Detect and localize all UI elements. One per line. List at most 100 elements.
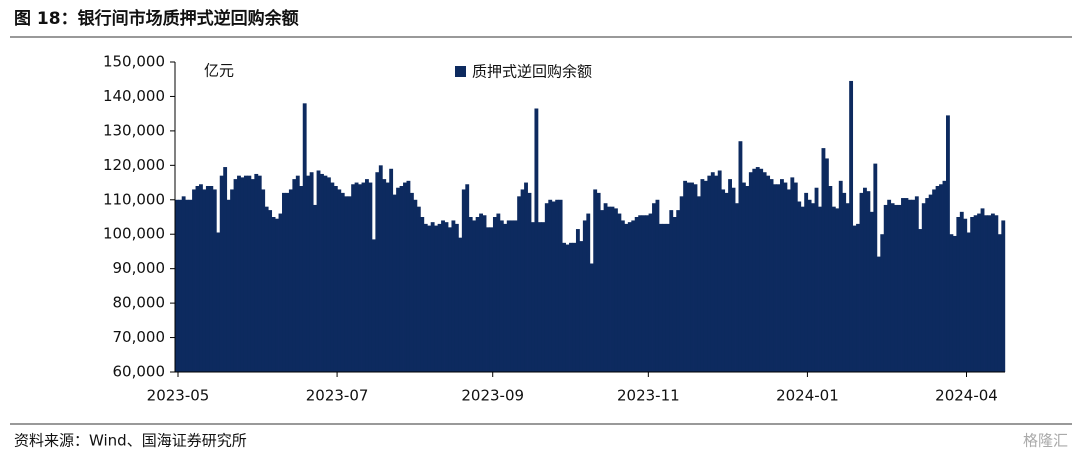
bar bbox=[766, 175, 771, 372]
bar bbox=[780, 179, 784, 372]
bar bbox=[271, 217, 276, 372]
bar bbox=[728, 179, 732, 372]
bar bbox=[226, 199, 231, 372]
bar bbox=[990, 213, 995, 372]
bar bbox=[856, 223, 860, 372]
bar bbox=[330, 182, 335, 372]
bar bbox=[880, 234, 885, 372]
bar bbox=[617, 213, 622, 372]
x-tick-label: 2024-04 bbox=[935, 387, 998, 405]
bar bbox=[952, 235, 957, 372]
bar bbox=[987, 215, 992, 372]
bar bbox=[444, 222, 449, 372]
bar bbox=[717, 170, 722, 372]
bar bbox=[537, 222, 542, 372]
bar bbox=[403, 182, 407, 372]
bar bbox=[658, 223, 663, 372]
bar bbox=[465, 184, 470, 372]
bar bbox=[316, 170, 321, 372]
bar bbox=[268, 210, 273, 372]
bar bbox=[368, 182, 373, 372]
bar bbox=[610, 206, 615, 372]
bar bbox=[690, 182, 694, 372]
bar bbox=[603, 203, 608, 372]
bar bbox=[966, 232, 971, 372]
bar bbox=[475, 217, 480, 372]
bar bbox=[385, 182, 390, 372]
bar bbox=[970, 217, 975, 372]
bar bbox=[451, 220, 456, 372]
bar bbox=[634, 217, 639, 372]
bar bbox=[534, 108, 539, 372]
bar bbox=[600, 210, 605, 372]
bar bbox=[946, 115, 950, 372]
bar bbox=[814, 187, 819, 372]
bar bbox=[202, 189, 207, 372]
bar bbox=[562, 242, 566, 372]
bar bbox=[223, 167, 228, 372]
bar bbox=[804, 192, 809, 372]
bar bbox=[188, 199, 193, 372]
bar bbox=[831, 206, 836, 372]
bar bbox=[212, 189, 217, 372]
bar bbox=[956, 217, 961, 372]
bar bbox=[337, 189, 342, 372]
bar bbox=[686, 182, 691, 372]
bar bbox=[824, 158, 829, 372]
bar bbox=[468, 217, 473, 372]
bar bbox=[230, 189, 234, 372]
x-tick-label: 2023-05 bbox=[147, 387, 210, 405]
bar bbox=[714, 175, 719, 372]
bar bbox=[918, 229, 923, 372]
bar bbox=[448, 227, 452, 372]
bar bbox=[773, 184, 777, 372]
bar bbox=[914, 196, 919, 372]
bar bbox=[437, 223, 442, 372]
bar bbox=[800, 206, 805, 372]
bar bbox=[565, 244, 570, 372]
bar bbox=[247, 175, 252, 372]
bar bbox=[672, 217, 677, 372]
bar bbox=[759, 168, 764, 372]
bar bbox=[783, 182, 788, 372]
bar bbox=[873, 163, 878, 372]
bar bbox=[423, 223, 428, 372]
bar bbox=[309, 172, 314, 372]
bar bbox=[876, 256, 881, 372]
bar bbox=[863, 187, 867, 372]
bar bbox=[409, 192, 414, 372]
bar bbox=[939, 184, 943, 372]
bar bbox=[347, 196, 352, 372]
bar bbox=[551, 201, 556, 372]
bar bbox=[738, 141, 743, 372]
bar bbox=[638, 215, 643, 372]
bar bbox=[579, 241, 584, 372]
bar bbox=[541, 222, 546, 372]
bar bbox=[510, 220, 515, 372]
bar bbox=[752, 168, 757, 372]
bar bbox=[828, 186, 833, 372]
bar bbox=[219, 175, 224, 372]
bar bbox=[174, 199, 179, 372]
bar bbox=[655, 199, 660, 372]
bar bbox=[959, 211, 964, 372]
bar bbox=[935, 186, 940, 372]
x-tick-label: 2024-01 bbox=[776, 387, 839, 405]
bar bbox=[707, 175, 712, 372]
bar bbox=[710, 172, 715, 372]
bar bbox=[724, 192, 729, 372]
bar bbox=[344, 196, 349, 372]
bar bbox=[499, 220, 504, 372]
bar bbox=[292, 179, 297, 372]
bar bbox=[192, 189, 196, 372]
bar bbox=[963, 218, 968, 372]
bar bbox=[416, 206, 421, 372]
bar bbox=[697, 196, 701, 372]
bar bbox=[776, 184, 781, 372]
bar bbox=[977, 213, 981, 372]
bar bbox=[582, 220, 587, 372]
bar bbox=[790, 177, 795, 372]
bar bbox=[665, 223, 670, 372]
y-tick-label: 100,000 bbox=[103, 225, 165, 243]
bar bbox=[520, 189, 525, 372]
